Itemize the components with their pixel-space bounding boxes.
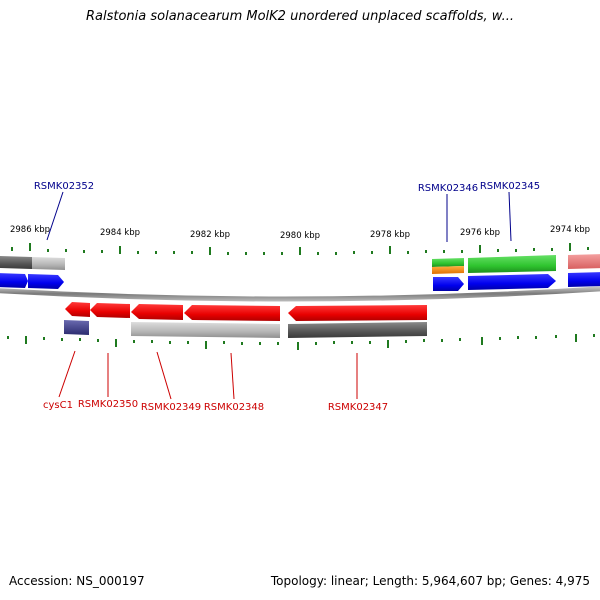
feature-top-left-dark[interactable] bbox=[0, 256, 32, 269]
scale-label-2986: 2986 kbp bbox=[10, 225, 50, 235]
scale-label-2974: 2974 kbp bbox=[550, 225, 590, 235]
scale-label-2976: 2976 kbp bbox=[460, 228, 500, 238]
label-rsmk02350[interactable]: RSMK02350 bbox=[78, 399, 138, 410]
feature-rsmk02350[interactable] bbox=[90, 303, 130, 318]
topology-text: Topology: linear; Length: 5,964,607 bp; … bbox=[270, 574, 590, 588]
label-rsmk02345[interactable]: RSMK02345 bbox=[480, 181, 540, 192]
features-top-inner bbox=[0, 272, 600, 291]
feature-blue-left-1[interactable] bbox=[0, 273, 28, 288]
features-bottom-outer bbox=[64, 320, 427, 338]
accession-text: Accession: NS_000197 bbox=[9, 574, 145, 588]
scale-label-2980: 2980 kbp bbox=[280, 231, 320, 241]
feature-green-small[interactable] bbox=[432, 258, 464, 267]
feature-cysC1[interactable] bbox=[65, 302, 90, 317]
label-cysC1[interactable]: cysC1 bbox=[43, 400, 73, 411]
label-leaders-top bbox=[46, 191, 512, 242]
gene-labels-top: RSMK02352 RSMK02346 RSMK02345 bbox=[34, 181, 540, 194]
label-rsmk02352[interactable]: RSMK02352 bbox=[34, 181, 94, 192]
feature-navy[interactable] bbox=[64, 320, 89, 335]
feature-orange[interactable] bbox=[432, 266, 464, 274]
feature-rsmk02349[interactable] bbox=[131, 304, 183, 320]
map-title: Ralstonia solanacearum MolK2 unordered u… bbox=[85, 9, 514, 24]
feature-top-left-light[interactable] bbox=[32, 257, 65, 270]
feature-blue-right[interactable] bbox=[568, 272, 600, 287]
feature-rsmk02348[interactable] bbox=[184, 305, 280, 321]
label-rsmk02347[interactable]: RSMK02347 bbox=[328, 402, 388, 413]
feature-rsmk02347[interactable] bbox=[288, 305, 427, 321]
feature-blue-rsmk02346[interactable] bbox=[433, 277, 464, 291]
chromosome-backbone bbox=[0, 286, 600, 302]
label-rsmk02346[interactable]: RSMK02346 bbox=[418, 183, 478, 194]
feature-pink[interactable] bbox=[568, 254, 600, 269]
scale-ticks-top bbox=[11, 243, 589, 255]
feature-green-large[interactable] bbox=[468, 255, 556, 273]
feature-blue-left-2[interactable] bbox=[28, 274, 64, 289]
label-rsmk02349[interactable]: RSMK02349 bbox=[141, 402, 201, 413]
scale-label-2978: 2978 kbp bbox=[370, 230, 410, 240]
features-bottom-red bbox=[65, 302, 427, 321]
scale-ticks-bottom bbox=[7, 334, 595, 350]
gene-labels-bottom: cysC1 RSMK02350 RSMK02349 RSMK02348 RSMK… bbox=[43, 399, 388, 413]
feature-blue-rsmk02345[interactable] bbox=[468, 274, 556, 290]
scale-label-2984: 2984 kbp bbox=[100, 228, 140, 238]
scale-label-2982: 2982 kbp bbox=[190, 230, 230, 240]
scale-labels: 2986 kbp 2984 kbp 2982 kbp 2980 kbp 2978… bbox=[10, 225, 590, 241]
feature-light-grey-bottom[interactable] bbox=[131, 322, 280, 338]
label-rsmk02348[interactable]: RSMK02348 bbox=[204, 402, 264, 413]
label-leaders-bottom bbox=[58, 350, 358, 400]
features-top-outer bbox=[0, 254, 600, 274]
feature-dark-grey-bottom[interactable] bbox=[288, 322, 427, 338]
